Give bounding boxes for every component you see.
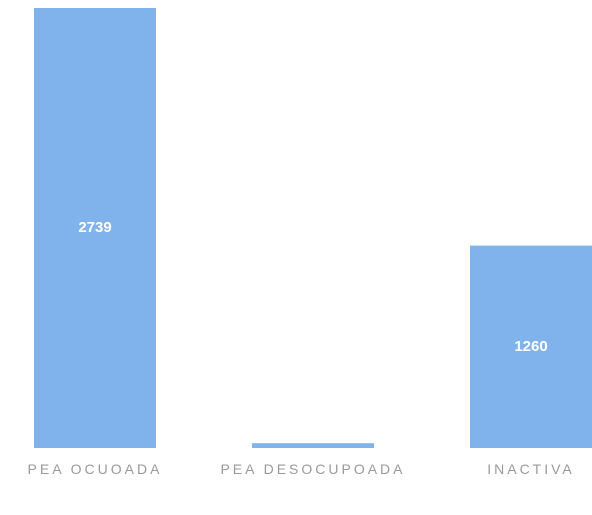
bar: [470, 245, 592, 448]
value-label: 2739: [78, 219, 111, 236]
bar: [252, 443, 374, 448]
x-tick-label: PEA DESOCUPOADA: [220, 461, 405, 477]
bar: [34, 8, 156, 448]
x-tick-label: INACTIVA: [487, 461, 575, 477]
value-label: 1260: [514, 338, 547, 355]
x-tick-label: PEA OCUOADA: [28, 461, 163, 477]
